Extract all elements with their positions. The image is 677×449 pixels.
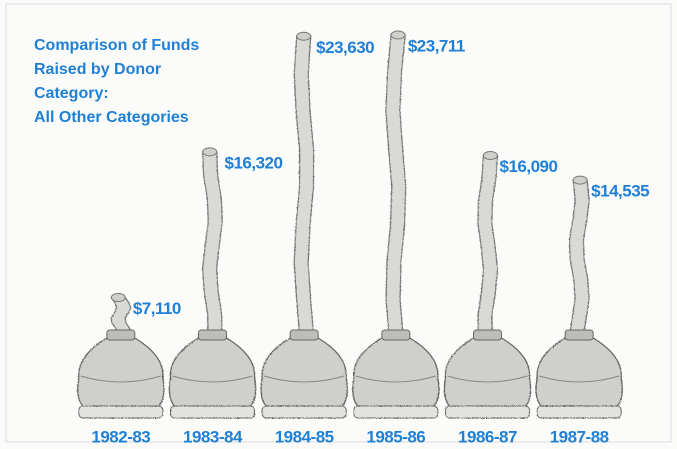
bag-collar xyxy=(382,330,410,340)
bag-stand xyxy=(446,406,530,418)
chart: Comparison of Funds Raised by Donor Catego… xyxy=(0,0,677,449)
x-tick-label: 1985-86 xyxy=(366,427,425,446)
bag-stand xyxy=(171,406,255,418)
value-label: $16,320 xyxy=(225,153,283,172)
bag-stand xyxy=(354,406,438,418)
title-line: Comparison of Funds xyxy=(34,37,199,54)
x-tick-label: 1982-83 xyxy=(91,427,150,446)
value-label: $14,535 xyxy=(591,182,649,201)
neck-tip xyxy=(203,148,217,156)
value-label: $16,090 xyxy=(500,157,558,176)
value-label: $23,630 xyxy=(316,38,374,57)
bag-collar xyxy=(565,330,593,340)
neck-tip xyxy=(391,31,405,39)
x-tick-label: 1984-85 xyxy=(275,427,334,446)
value-label: $23,711 xyxy=(408,36,465,55)
neck-tip xyxy=(111,294,125,302)
bag-stand xyxy=(262,406,346,418)
bag-collar xyxy=(199,330,227,340)
neck-tip xyxy=(573,176,587,184)
x-tick-label: 1987-88 xyxy=(550,427,609,446)
bag-collar xyxy=(290,330,318,340)
neck-tip xyxy=(297,32,311,40)
x-tick-label: 1986-87 xyxy=(458,427,517,446)
title-line: All Other Categories xyxy=(34,109,189,126)
title-line: Category: xyxy=(34,85,109,102)
bag-collar xyxy=(107,330,135,340)
bag-stand xyxy=(79,406,163,418)
x-tick-label: 1983-84 xyxy=(183,427,243,446)
neck-tip xyxy=(483,152,497,160)
title-line: Raised by Donor xyxy=(34,61,161,78)
value-label: $7,110 xyxy=(133,299,181,318)
bag-stand xyxy=(537,406,621,418)
bag-collar xyxy=(474,330,502,340)
